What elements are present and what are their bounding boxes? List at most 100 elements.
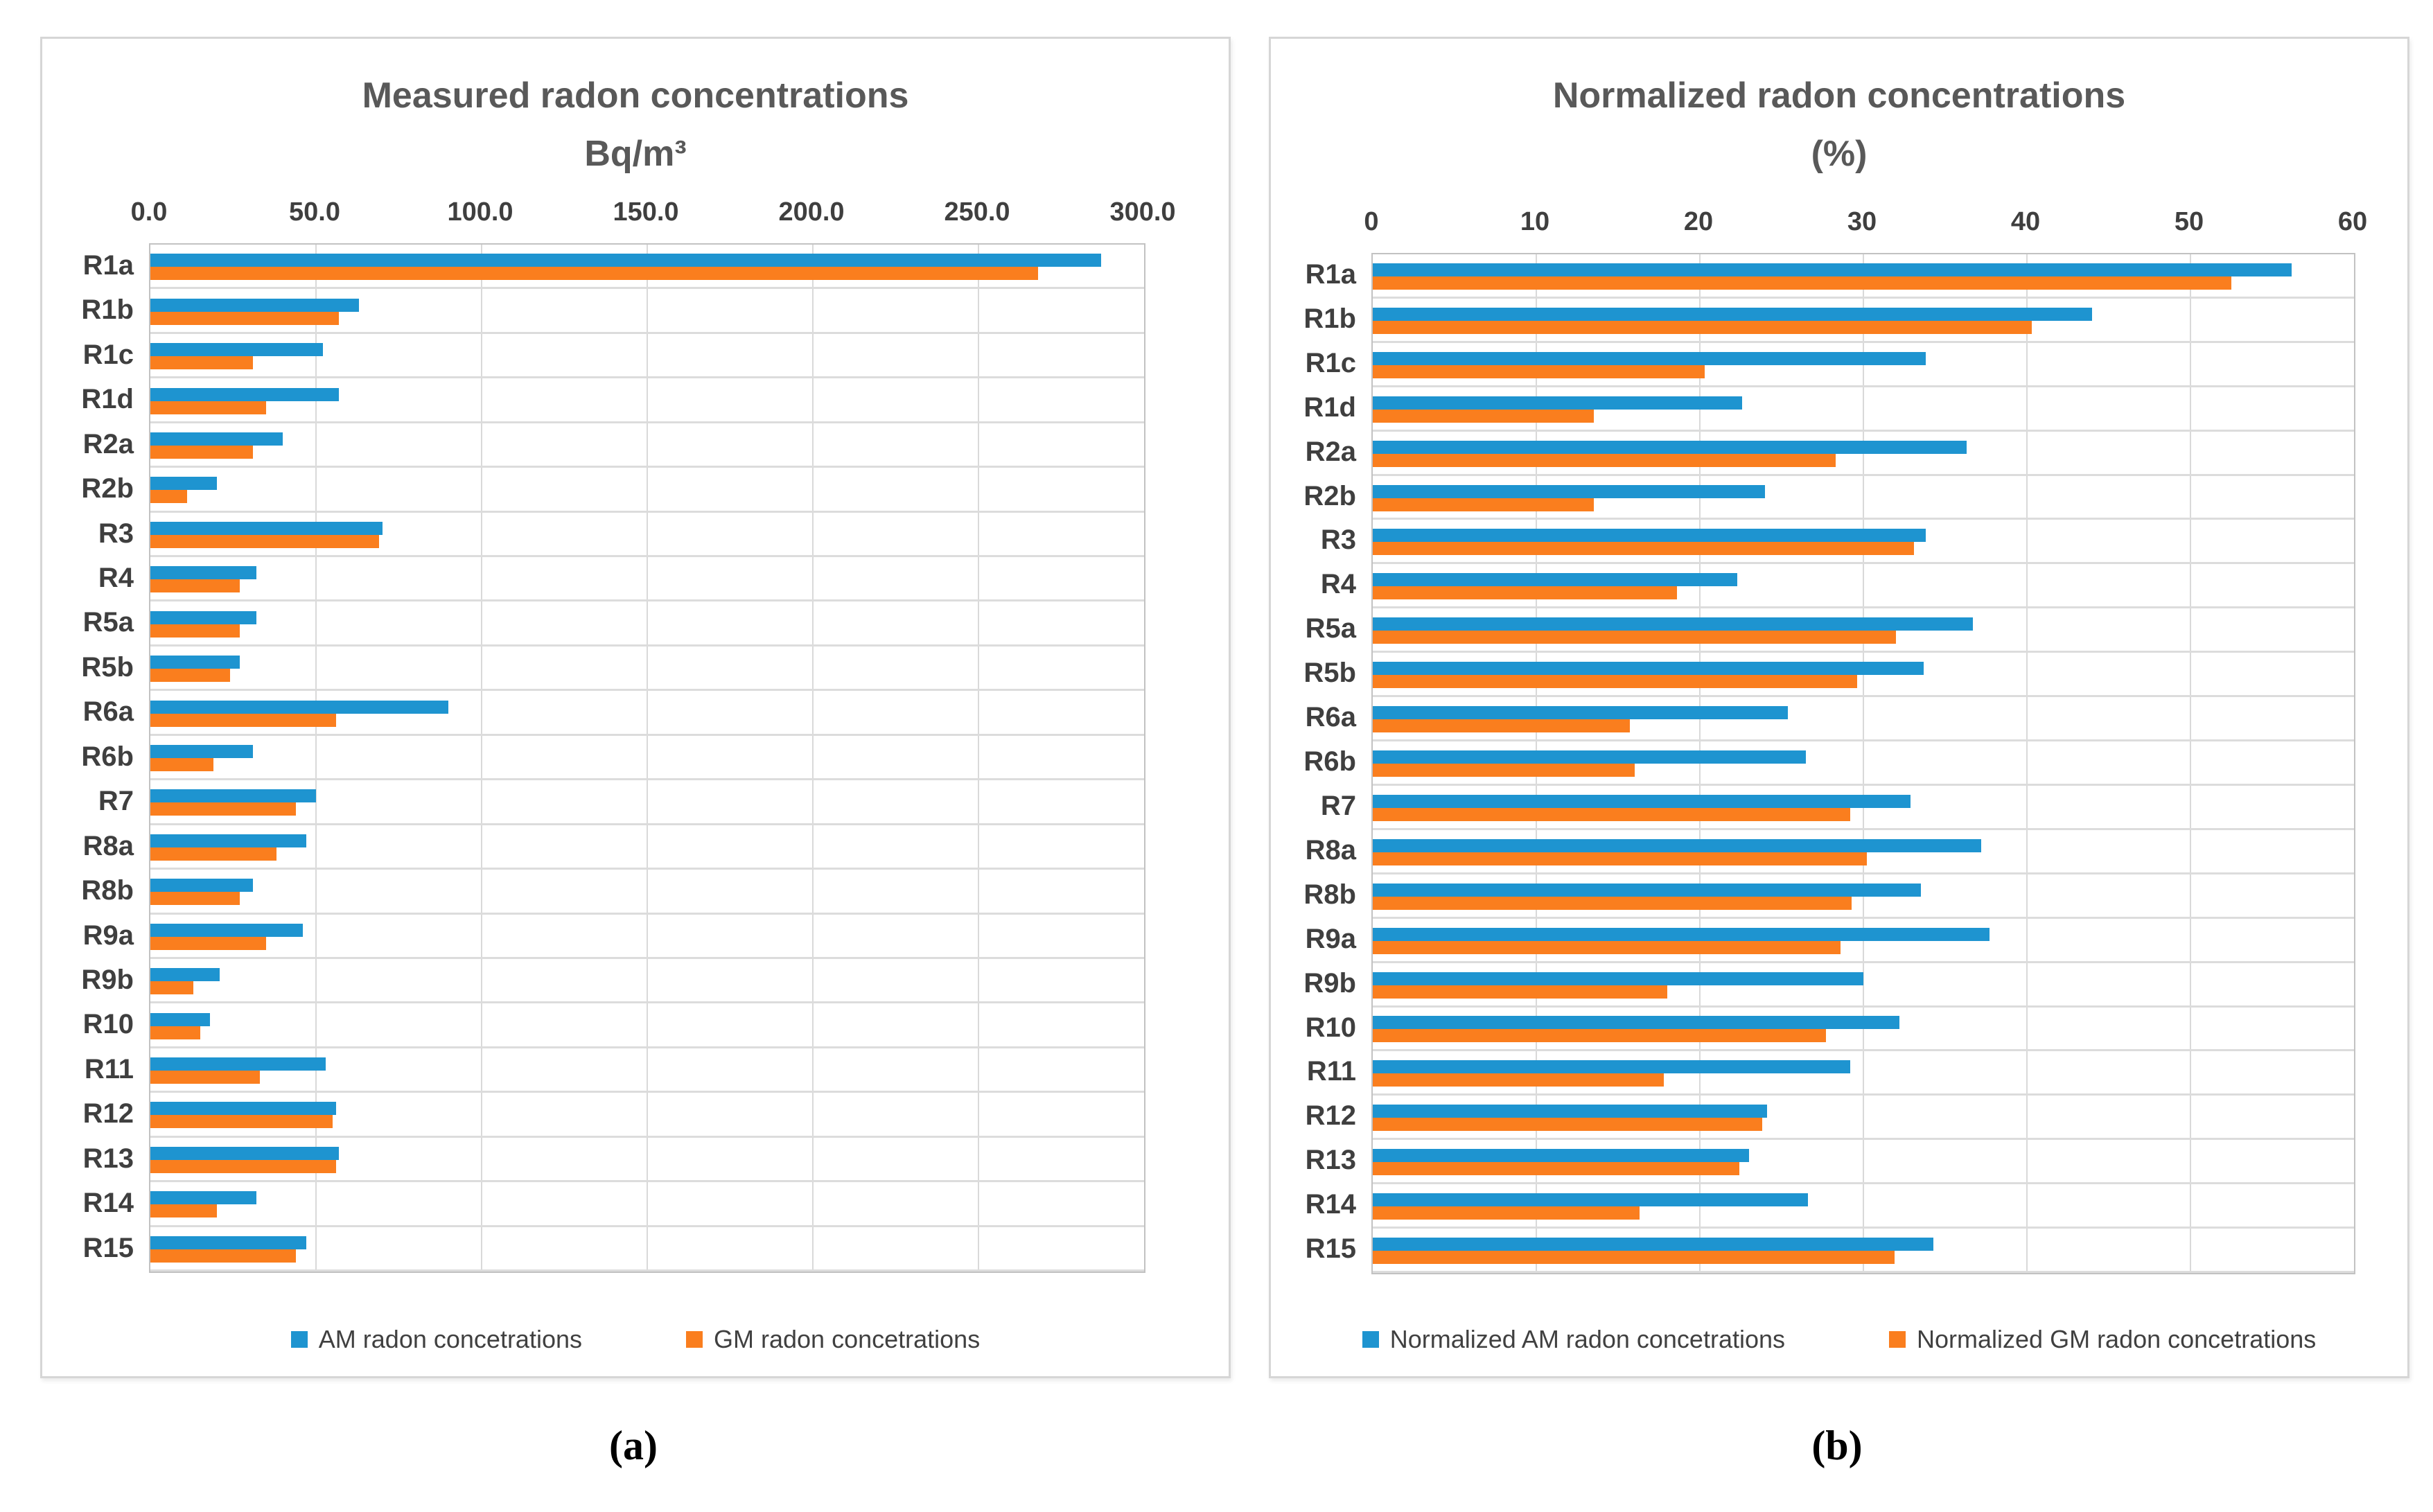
bar-am bbox=[1373, 750, 1807, 764]
category-label: R13 bbox=[1305, 1145, 1356, 1176]
category-band bbox=[1373, 874, 2354, 919]
bar-gm bbox=[1373, 1118, 1762, 1132]
bar-gm bbox=[150, 1026, 200, 1039]
bar-gm bbox=[150, 1159, 336, 1173]
category-label: R9a bbox=[1305, 923, 1356, 954]
category-band bbox=[1373, 786, 2354, 830]
legend-swatch-am bbox=[1362, 1331, 1379, 1348]
legend: AM radon concetrations GM radon concetra… bbox=[42, 1325, 1229, 1354]
category-band bbox=[150, 245, 1144, 290]
category-label: R7 bbox=[1320, 790, 1356, 821]
gridline bbox=[1699, 254, 1701, 1273]
bar-am bbox=[150, 745, 254, 758]
category-band bbox=[1373, 1096, 2354, 1141]
category-label: R6a bbox=[1305, 702, 1356, 733]
category-label: R4 bbox=[98, 563, 134, 594]
bar-gm bbox=[1373, 631, 1897, 644]
category-label: R1d bbox=[1303, 392, 1356, 423]
category-label: R7 bbox=[98, 786, 134, 817]
category-label: R1d bbox=[81, 384, 134, 415]
category-label: R8a bbox=[1305, 834, 1356, 865]
bar-am bbox=[1373, 1060, 1851, 1074]
x-axis-tick: 100.0 bbox=[447, 197, 513, 227]
bar-am bbox=[1373, 396, 1743, 410]
bar-am bbox=[1373, 617, 1974, 631]
chart-title: Normalized radon concentrations (%) bbox=[1271, 67, 2407, 183]
bar-am bbox=[150, 254, 1101, 267]
category-band bbox=[150, 378, 1144, 423]
bar-gm bbox=[150, 579, 240, 593]
bar-gm bbox=[1373, 940, 1841, 954]
category-band bbox=[150, 513, 1144, 558]
bar-gm bbox=[1373, 586, 1677, 600]
gridline bbox=[481, 245, 482, 1272]
category-band bbox=[1373, 830, 2354, 874]
bar-am bbox=[1373, 484, 1766, 498]
bar-gm bbox=[150, 534, 379, 548]
bar-gm bbox=[150, 669, 230, 683]
x-axis-tick: 50.0 bbox=[289, 197, 340, 227]
bar-gm bbox=[150, 356, 254, 370]
category-label: R2b bbox=[81, 473, 134, 504]
category-band bbox=[1373, 608, 2354, 653]
bar-am bbox=[1373, 662, 1924, 676]
x-axis-tick: 0 bbox=[1364, 207, 1379, 236]
category-band bbox=[150, 1227, 1144, 1272]
bar-gm bbox=[150, 1249, 297, 1263]
category-band bbox=[150, 691, 1144, 736]
bar-am bbox=[1373, 927, 1990, 941]
category-label: R15 bbox=[82, 1232, 134, 1263]
x-axis-tick: 150.0 bbox=[613, 197, 679, 227]
category-band bbox=[150, 557, 1144, 602]
x-axis-tick: 300.0 bbox=[1109, 197, 1176, 227]
category-band bbox=[150, 1182, 1144, 1227]
bar-gm bbox=[1373, 1029, 1826, 1043]
bar-gm bbox=[150, 445, 254, 459]
bar-gm bbox=[150, 490, 187, 504]
bar-am bbox=[1373, 1238, 1934, 1251]
bar-gm bbox=[1373, 719, 1630, 733]
chart-title-line1: Normalized radon concentrations bbox=[1552, 76, 2126, 116]
category-band bbox=[150, 736, 1144, 781]
category-label: R1b bbox=[1303, 303, 1356, 334]
bar-gm bbox=[150, 1204, 217, 1218]
bar-am bbox=[150, 1146, 340, 1160]
category-band bbox=[150, 1138, 1144, 1183]
bar-gm bbox=[150, 1071, 260, 1084]
bar-gm bbox=[1373, 276, 2231, 290]
plot-area bbox=[1371, 253, 2355, 1274]
category-label: R6b bbox=[81, 741, 134, 772]
bar-am bbox=[1373, 529, 1926, 543]
category-band bbox=[1373, 963, 2354, 1008]
category-label: R10 bbox=[1305, 1012, 1356, 1043]
bar-gm bbox=[1373, 453, 1836, 467]
category-band bbox=[1373, 343, 2354, 387]
x-axis-tick: 50 bbox=[2174, 207, 2204, 236]
legend-swatch-am bbox=[290, 1331, 308, 1348]
bar-am bbox=[150, 789, 316, 803]
legend-label-gm: GM radon concetrations bbox=[714, 1325, 981, 1353]
category-label: R4 bbox=[1320, 569, 1356, 600]
category-band bbox=[150, 334, 1144, 379]
bar-gm bbox=[150, 401, 267, 414]
bar-gm bbox=[1373, 320, 2032, 334]
bar-gm bbox=[1373, 807, 1851, 821]
category-label: R8b bbox=[1303, 879, 1356, 910]
chart-panel-normalized: Normalized radon concentrations (%) Norm… bbox=[1269, 37, 2409, 1378]
bar-gm bbox=[150, 802, 297, 816]
bar-gm bbox=[1373, 1162, 1739, 1176]
category-band bbox=[1373, 1140, 2354, 1185]
category-label: R1a bbox=[82, 250, 134, 281]
category-band bbox=[150, 915, 1144, 959]
x-axis-tick: 20 bbox=[1683, 207, 1714, 236]
category-band bbox=[1373, 254, 2354, 299]
category-label: R11 bbox=[84, 1053, 134, 1084]
figure-caption-b: (b) bbox=[1811, 1423, 1863, 1468]
legend-item-normalized-gm: Normalized GM radon concetrations bbox=[1889, 1325, 2316, 1354]
gridline bbox=[315, 245, 317, 1272]
bar-am bbox=[1373, 1149, 1749, 1163]
bar-am bbox=[1373, 307, 2093, 321]
category-label: R9a bbox=[82, 920, 134, 951]
legend-item-am: AM radon concetrations bbox=[290, 1325, 582, 1354]
category-label: R13 bbox=[82, 1143, 134, 1174]
